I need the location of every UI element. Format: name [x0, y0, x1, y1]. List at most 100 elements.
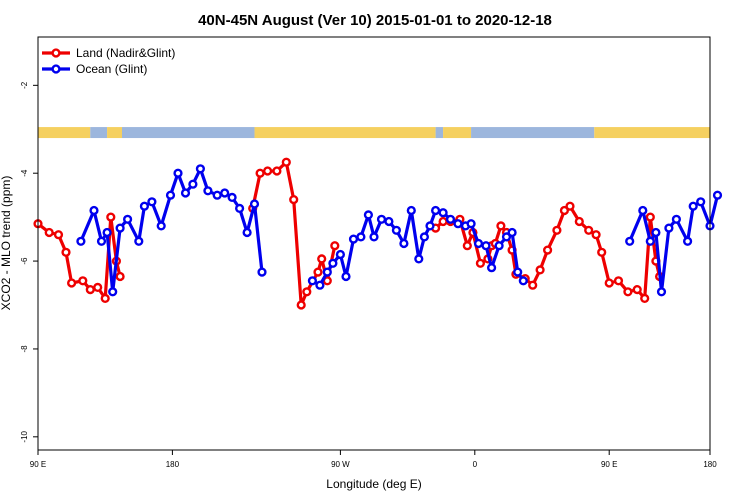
y-tick-label-3: -4	[20, 169, 29, 177]
band-segment-ocean-5	[435, 127, 444, 139]
band-segment-ocean-3	[122, 127, 255, 139]
series-1-point-0-23	[257, 267, 267, 277]
series-0-point-1-8	[313, 267, 323, 277]
series-1-point-0-7	[134, 236, 144, 246]
series-0-point-1-3	[272, 166, 282, 176]
series-0-point-2-22	[584, 225, 594, 235]
series-1-point-1-9	[369, 232, 379, 242]
series-0-point-2-4	[462, 241, 472, 251]
series-0-point-0-6	[85, 285, 95, 295]
series-1-point-1-24	[473, 238, 484, 249]
series-1-point-0-0	[76, 236, 86, 246]
series-1-point-2-4	[656, 287, 667, 297]
series-0-point-2-24	[597, 247, 607, 257]
series-1-point-0-15	[195, 164, 206, 174]
series-1-point-1-28	[501, 232, 512, 242]
series-1-point-0-8	[139, 201, 150, 211]
legend: Land (Nadir&Glint) Ocean (Glint)	[42, 46, 175, 76]
x-tick-label-5: 180	[703, 460, 717, 469]
band-segment-ocean-1	[90, 127, 108, 139]
series-1-point-0-21	[242, 227, 252, 238]
series-1-point-1-5	[341, 271, 351, 282]
series-1-point-1-0	[307, 276, 318, 286]
series-1-point-1-17	[425, 221, 435, 231]
plot-frame	[37, 36, 711, 451]
series-1-point-1-25	[481, 241, 491, 251]
series-0-point-1-7	[302, 287, 312, 297]
legend-label-0: Land (Nadir&Glint)	[76, 46, 175, 60]
series-1-point-1-10	[376, 214, 387, 224]
y-tick-label-1: -8	[20, 345, 29, 353]
series-0-point-2-27	[623, 287, 633, 297]
band-segment-land-8	[594, 127, 710, 139]
y-axis: -10 -8 -6 -4 -2	[20, 81, 38, 443]
series-1-point-0-18	[220, 188, 230, 198]
series-1-point-0-11	[165, 190, 176, 200]
series-1	[76, 164, 723, 297]
series-0-point-2-21	[574, 216, 584, 227]
series-0-point-0-11	[115, 271, 125, 282]
series-1-point-1-18	[431, 205, 441, 216]
series-0-point-1-6	[296, 300, 306, 310]
series-1-point-1-11	[384, 216, 394, 227]
chart-title: 40N-45N August (Ver 10) 2015-01-01 to 20…	[198, 12, 552, 29]
band-segment-land-6	[443, 127, 472, 139]
legend-marker-0	[51, 48, 61, 58]
series-1-point-0-13	[180, 188, 191, 198]
series-1-point-0-6	[122, 214, 133, 224]
series-1-point-0-17	[212, 190, 222, 200]
y-tick-label-4: -2	[20, 81, 29, 89]
series-0-point-2-19	[559, 205, 570, 216]
series-0-point-2-29	[640, 293, 650, 304]
band-segment-land-0	[38, 127, 91, 139]
series-1-point-1-26	[487, 263, 497, 273]
series-1-point-1-21	[453, 219, 463, 229]
x-axis: 90 E 180 90 W 0 90 E 180	[30, 450, 717, 469]
series-0-point-2-16	[535, 265, 545, 275]
series-1-point-0-4	[108, 287, 118, 297]
series-1-point-1-16	[419, 232, 430, 242]
x-tick-label-3: 0	[473, 460, 478, 469]
series-0-point-1-5	[289, 195, 299, 205]
series-0-point-2-25	[604, 278, 614, 288]
series-1-point-0-2	[96, 236, 107, 246]
x-tick-label-2: 90 W	[331, 460, 350, 469]
series-1-point-0-16	[203, 186, 213, 196]
band-segment-ocean-7	[471, 127, 595, 139]
series-1-point-1-1	[315, 280, 325, 290]
series-0-point-2-20	[565, 201, 575, 211]
series-1-point-0-19	[227, 192, 237, 203]
y-tick-label-0: -10	[20, 430, 29, 442]
series-0-point-0-4	[66, 278, 77, 288]
series-1-point-2-3	[651, 227, 661, 238]
series-0-point-0-5	[78, 276, 88, 286]
x-tick-label-0: 90 E	[30, 460, 46, 469]
series-1-point-1-7	[356, 232, 366, 242]
series-1-point-0-3	[102, 227, 112, 238]
y-axis-label: XCO2 - MLO trend (ppm)	[0, 176, 13, 311]
series-0-point-1-11	[330, 241, 340, 251]
series-0-point-2-23	[591, 230, 601, 240]
land-ocean-band	[38, 127, 710, 139]
series-0-point-0-7	[93, 282, 103, 293]
series-0-point-2-6	[475, 258, 486, 268]
series-1-point-0-12	[173, 168, 183, 178]
series-1-point-1-2	[322, 267, 332, 277]
series-0-point-0-3	[61, 247, 71, 257]
series-layer	[33, 157, 723, 310]
series-0-point-2-28	[632, 285, 642, 295]
x-axis-label: Longitude (deg E)	[326, 477, 421, 491]
series-1-point-0-22	[249, 199, 260, 209]
series-1-point-2-6	[671, 214, 682, 224]
series-0-point-0-2	[53, 230, 64, 240]
series-0-point-2-10	[496, 221, 506, 231]
series-1-point-2-5	[664, 223, 674, 233]
series-0-point-2-26	[613, 276, 624, 286]
series-0-point-1-4	[281, 157, 291, 167]
series-1-point-2-11	[712, 190, 723, 200]
series-1-point-1-13	[399, 238, 409, 249]
series-0-point-2-18	[552, 225, 562, 235]
series-1-point-2-9	[696, 197, 706, 207]
series-1-point-2-7	[682, 236, 693, 246]
